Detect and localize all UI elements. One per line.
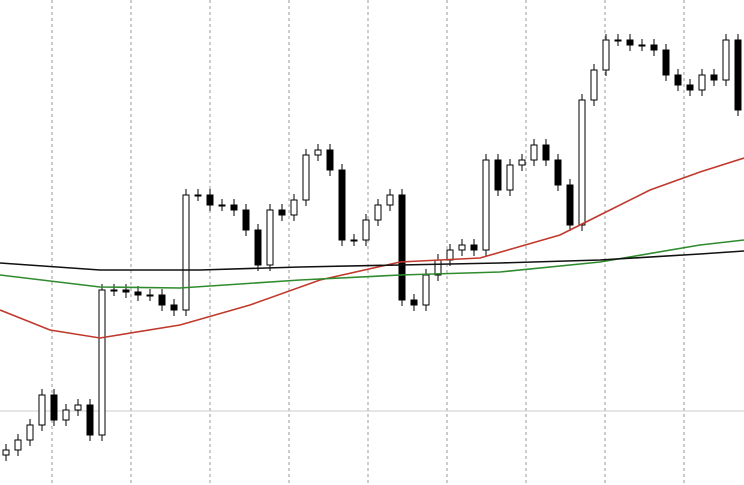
candle-body xyxy=(542,144,550,161)
candle-body xyxy=(734,39,742,111)
candle-body xyxy=(506,164,514,191)
moving-average-line xyxy=(0,157,744,339)
moving-average-line xyxy=(0,239,744,289)
candle-body xyxy=(230,204,238,211)
candle-body xyxy=(674,74,682,86)
candle-body xyxy=(458,244,466,251)
candle-body xyxy=(266,209,274,266)
candle-body xyxy=(278,209,286,216)
candle-body xyxy=(158,294,166,306)
candle-body xyxy=(218,204,226,207)
candle-body xyxy=(422,274,430,306)
candle-body xyxy=(650,44,658,51)
candle-body xyxy=(14,439,22,451)
candle-body xyxy=(638,44,646,47)
candle-body xyxy=(2,449,10,456)
candle-body xyxy=(482,159,490,251)
candle-body xyxy=(566,184,574,226)
candle-body xyxy=(686,84,694,91)
candle-body xyxy=(350,239,358,242)
candle-body xyxy=(554,159,562,186)
candle-body xyxy=(86,404,94,436)
candle-body xyxy=(302,154,310,201)
candle-body xyxy=(614,39,622,42)
candle-body xyxy=(530,144,538,161)
candle-body xyxy=(710,74,718,81)
candle-body xyxy=(386,194,394,206)
candle-body xyxy=(590,69,598,101)
candle-body xyxy=(494,159,502,191)
candle-body xyxy=(374,204,382,221)
candle-body xyxy=(290,199,298,216)
candle-body xyxy=(110,289,118,292)
candle-body xyxy=(134,291,142,296)
candle-body xyxy=(362,219,370,241)
candle-body xyxy=(446,249,454,261)
candle-body xyxy=(470,244,478,251)
candle-body xyxy=(170,304,178,311)
candle-body xyxy=(338,169,346,241)
candle-body xyxy=(602,39,610,71)
candle-body xyxy=(398,194,406,301)
candle-body xyxy=(722,39,730,81)
candle-body xyxy=(254,229,262,266)
candle-body xyxy=(146,294,154,297)
candle-body xyxy=(194,194,202,197)
candle-body xyxy=(182,194,190,311)
candle-body xyxy=(326,149,334,171)
candle-body xyxy=(98,289,106,436)
candle-body xyxy=(410,299,418,306)
candle-body xyxy=(74,404,82,411)
candle-body xyxy=(50,394,58,421)
candle-body xyxy=(62,409,70,421)
candle-body xyxy=(206,194,214,206)
candle-body xyxy=(314,149,322,156)
candle-body xyxy=(122,289,130,293)
candle-body xyxy=(518,159,526,166)
moving-average-line xyxy=(0,250,744,271)
candle-body xyxy=(662,49,670,76)
candle-body xyxy=(26,424,34,441)
candle-body xyxy=(242,209,250,231)
candle-body xyxy=(434,259,442,276)
candle-body xyxy=(626,39,634,46)
candle-body xyxy=(38,394,46,426)
candle-body xyxy=(578,99,586,226)
candle-body xyxy=(698,74,706,91)
